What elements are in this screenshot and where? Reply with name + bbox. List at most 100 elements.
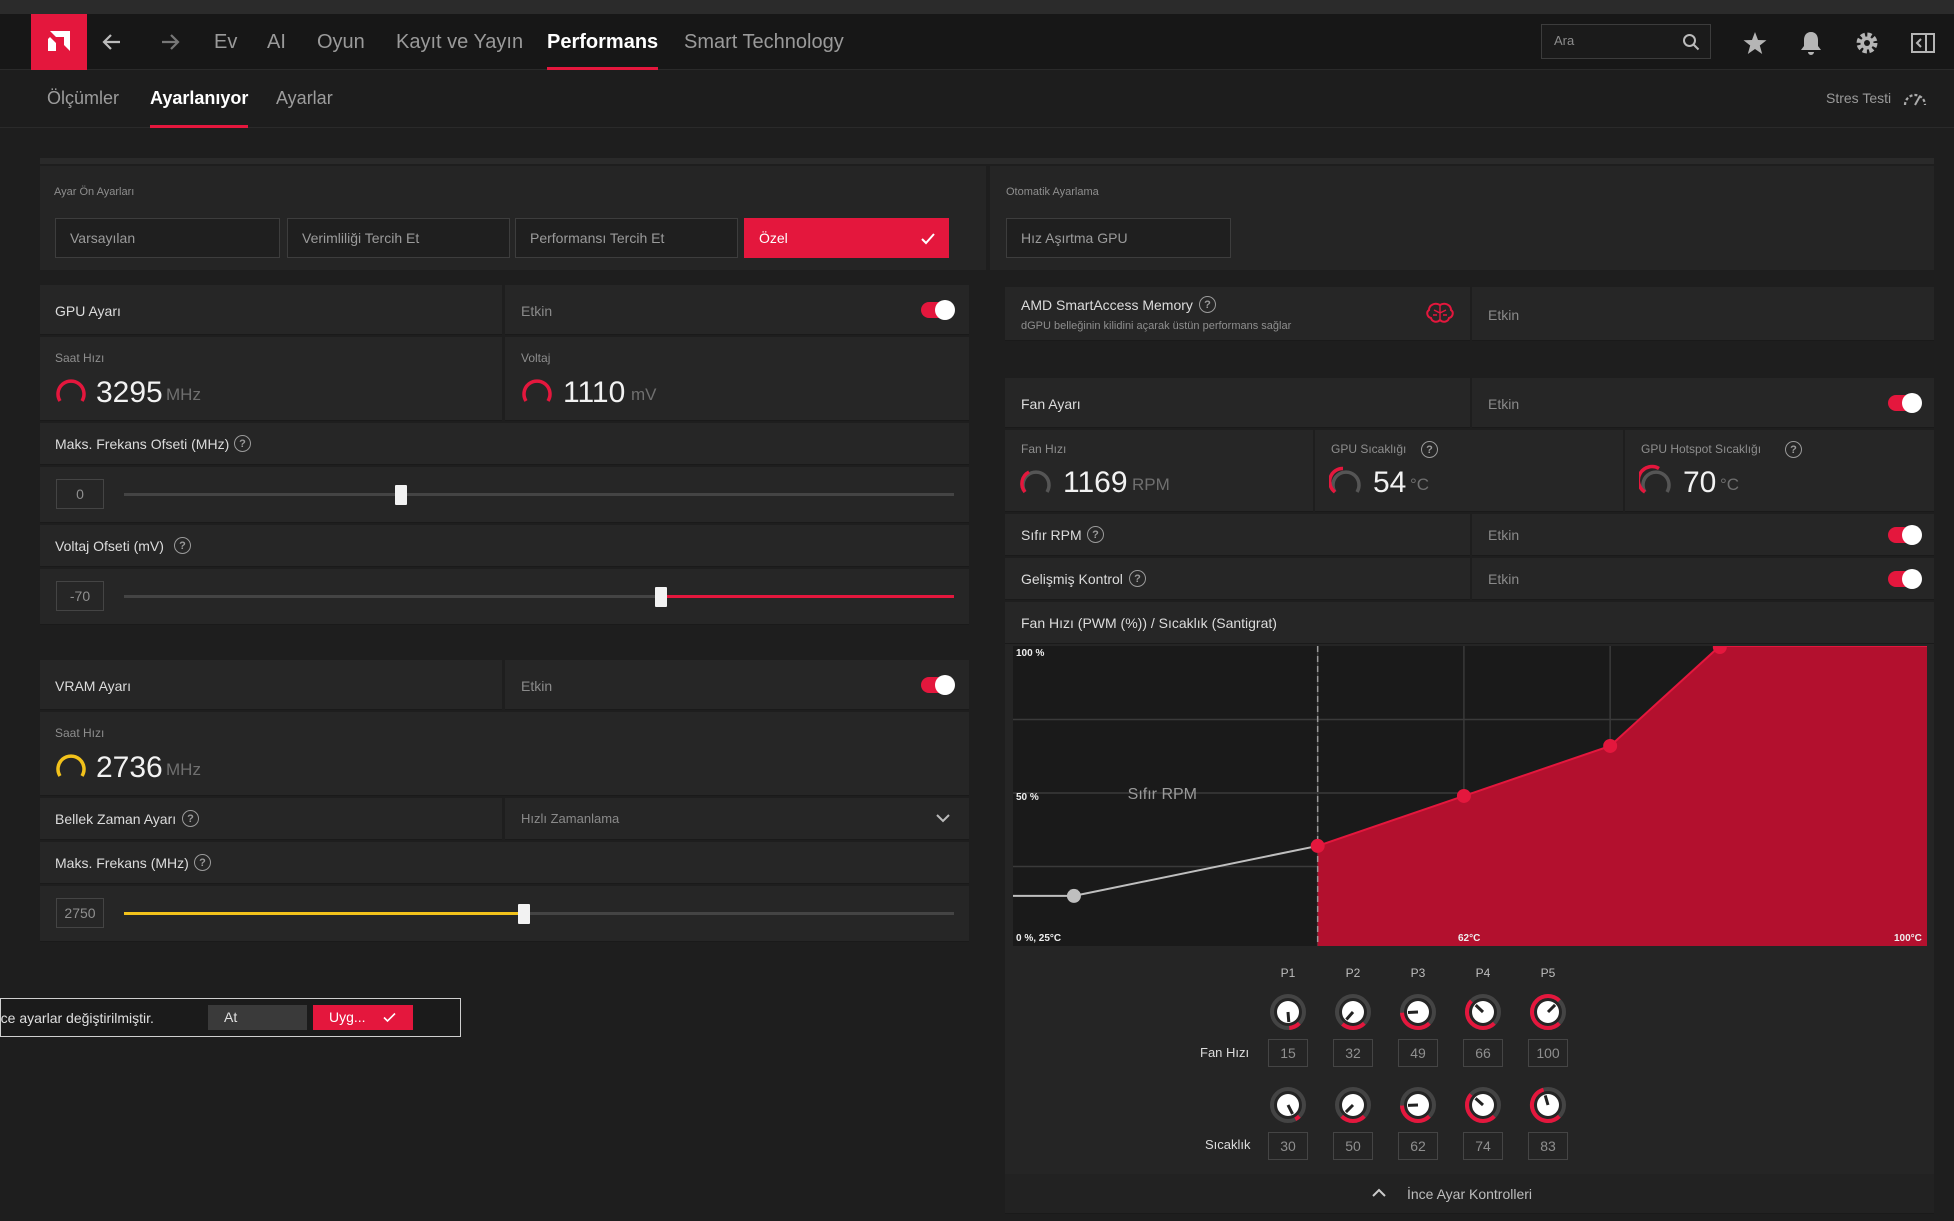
scroll-top-divider	[40, 158, 1934, 164]
tab-ai[interactable]: AI	[267, 30, 286, 53]
tab-oyun[interactable]: Oyun	[317, 30, 365, 53]
gpu-tuning-toggle[interactable]	[921, 300, 955, 320]
fan-speed-knob-p1[interactable]	[1268, 992, 1308, 1032]
gpu-clock-unit: MHz	[166, 385, 201, 404]
temperature-knob-p1[interactable]	[1268, 1085, 1308, 1125]
zero-rpm-status: Etkin	[1488, 527, 1520, 543]
curve-point-p2[interactable]	[1310, 838, 1325, 853]
fan-speed-gauge-icon	[1020, 470, 1051, 494]
temperature-value-p3[interactable]: 62	[1398, 1132, 1438, 1160]
preset-custom-button[interactable]: Özel	[744, 218, 949, 258]
tab-smart-technology[interactable]: Smart Technology	[684, 30, 844, 53]
temperature-value-p4[interactable]: 74	[1463, 1132, 1503, 1160]
fan-speed-value-p4[interactable]: 66	[1463, 1039, 1503, 1067]
temperature-knob-p3[interactable]	[1398, 1085, 1438, 1125]
fan-speed-knob-p4[interactable]	[1463, 992, 1503, 1032]
subtab-olcumler[interactable]: Ölçümler	[47, 88, 120, 108]
voltage-offset-track[interactable]	[124, 595, 954, 598]
temperature-row-label: Sıcaklık	[1205, 1137, 1251, 1152]
point-label-p5: P5	[1540, 966, 1556, 980]
help-icon[interactable]: ?	[174, 537, 191, 554]
fan-tuning-toggle[interactable]	[1888, 393, 1922, 413]
temperature-knob-p4[interactable]	[1463, 1085, 1503, 1125]
curve-point-p1[interactable]	[1066, 888, 1081, 903]
voltage-offset-fill	[661, 595, 954, 598]
x-axis-end-label: 100°C	[1894, 933, 1922, 944]
voltage-offset-thumb[interactable]	[655, 587, 667, 607]
gpu-voltage-gauge-icon	[522, 379, 552, 402]
curve-point-p4[interactable]	[1603, 738, 1618, 753]
amd-logo-icon[interactable]	[31, 14, 87, 70]
fan-speed-value-p1[interactable]: 15	[1268, 1039, 1308, 1067]
temperature-value-p1[interactable]: 30	[1268, 1132, 1308, 1160]
forward-arrow-icon[interactable]	[158, 14, 182, 70]
vram-max-freq-value[interactable]: 2750	[56, 898, 104, 928]
chevron-down-icon[interactable]	[935, 812, 951, 824]
bell-icon[interactable]	[1796, 28, 1826, 58]
fan-speed-knob-p3[interactable]	[1398, 992, 1438, 1032]
max-freq-offset-track[interactable]	[124, 493, 954, 496]
max-freq-offset-thumb[interactable]	[395, 485, 407, 505]
temperature-knob-p5[interactable]	[1528, 1085, 1568, 1125]
search-icon[interactable]	[1682, 33, 1700, 51]
tab-kayit-ve-yayin[interactable]: Kayıt ve Yayın	[396, 30, 524, 53]
fine-tune-controls-bar[interactable]: İnce Ayar Kontrolleri	[1005, 1174, 1934, 1214]
back-arrow-icon[interactable]	[100, 14, 124, 70]
help-icon[interactable]: ?	[1129, 570, 1146, 587]
fan-speed-value-p2[interactable]: 32	[1333, 1039, 1373, 1067]
vram-max-freq-fill	[124, 912, 524, 915]
fine-tune-label: İnce Ayar Kontrolleri	[1407, 1186, 1533, 1202]
help-icon[interactable]: ?	[1199, 296, 1216, 313]
zero-rpm-annotation: Sıfır RPM	[1128, 786, 1197, 803]
help-icon[interactable]: ?	[182, 810, 199, 827]
gear-icon[interactable]	[1852, 28, 1882, 58]
preset-performance-button[interactable]: Performansı Tercih Et	[515, 218, 738, 258]
temperature-knob-p2[interactable]	[1333, 1085, 1373, 1125]
stress-test-label[interactable]: Stres Testi	[1826, 90, 1892, 106]
zero-rpm-toggle[interactable]	[1888, 525, 1922, 545]
vram-clock-card: Saat Hızı 2736 MHz	[40, 712, 969, 796]
advanced-control-label: Gelişmiş Kontrol	[1021, 571, 1123, 587]
discard-button[interactable]: At	[208, 1005, 307, 1030]
search-box[interactable]	[1541, 24, 1711, 59]
fan-speed-knob-p2[interactable]	[1333, 992, 1373, 1032]
advanced-control-toggle[interactable]	[1888, 569, 1922, 589]
help-icon[interactable]: ?	[1421, 441, 1438, 458]
speedometer-icon[interactable]	[1902, 87, 1928, 109]
fan-speed-knob-p5[interactable]	[1528, 992, 1568, 1032]
point-label-p4: P4	[1475, 966, 1491, 980]
notification-text: İnce ayarlar değiştirilmiştir.	[0, 1010, 154, 1026]
subtab-ayarlaniyor[interactable]: Ayarlanıyor	[150, 88, 249, 128]
zero-rpm-label: Sıfır RPM	[1021, 527, 1082, 543]
curve-point-p5[interactable]	[1712, 646, 1727, 654]
subtab-ayarlar[interactable]: Ayarlar	[276, 88, 333, 108]
search-input[interactable]	[1554, 33, 1674, 48]
memory-timing-dropdown[interactable]: Hızlı Zamanlama	[505, 798, 969, 840]
overclock-gpu-button[interactable]: Hız Aşırtma GPU	[1006, 218, 1231, 258]
help-icon[interactable]: ?	[194, 854, 211, 871]
point-label-p1: P1	[1280, 966, 1296, 980]
star-icon[interactable]	[1740, 28, 1770, 58]
help-icon[interactable]: ?	[234, 435, 251, 452]
vram-tuning-toggle[interactable]	[921, 675, 955, 695]
help-icon[interactable]: ?	[1087, 526, 1104, 543]
fan-curve-chart[interactable]: Sıfır RPM	[1013, 646, 1927, 946]
chevron-up-icon[interactable]	[1371, 1188, 1387, 1198]
fan-speed-value-p5[interactable]: 100	[1528, 1039, 1568, 1067]
max-freq-offset-value[interactable]: 0	[56, 479, 104, 509]
tab-ev[interactable]: Ev	[214, 30, 238, 53]
preset-efficiency-button[interactable]: Verimliliği Tercih Et	[287, 218, 510, 258]
tab-performans[interactable]: Performans	[547, 14, 659, 70]
curve-point-p3[interactable]	[1456, 788, 1471, 803]
sidebar-toggle-icon[interactable]	[1908, 28, 1938, 58]
temperature-value-p2[interactable]: 50	[1333, 1132, 1373, 1160]
vram-max-freq-track[interactable]	[124, 912, 954, 915]
fan-speed-value-p3[interactable]: 49	[1398, 1039, 1438, 1067]
help-icon[interactable]: ?	[1785, 441, 1802, 458]
preset-default-button[interactable]: Varsayılan	[55, 218, 280, 258]
voltage-offset-value[interactable]: -70	[56, 581, 104, 611]
apply-button[interactable]: Uyg...	[313, 1005, 413, 1030]
temperature-value-p5[interactable]: 83	[1528, 1132, 1568, 1160]
fan-tuning-header: Fan Ayarı	[1005, 378, 1470, 428]
vram-max-freq-thumb[interactable]	[518, 904, 530, 924]
